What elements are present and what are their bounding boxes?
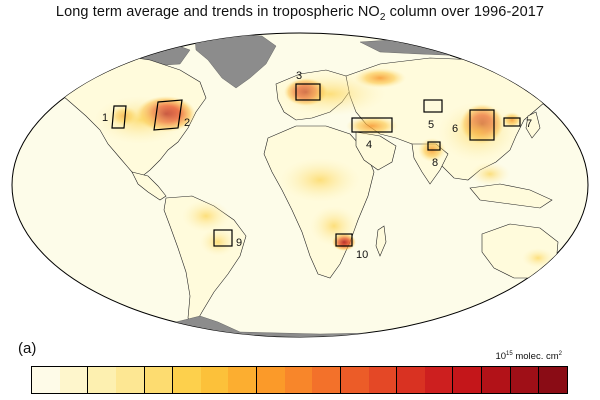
region-box-9 (213, 229, 233, 247)
colorbar (31, 366, 568, 394)
region-boxes (111, 83, 521, 247)
colorbar-segment (312, 367, 340, 393)
colorbar-segment (228, 367, 256, 393)
region-label-5: 5 (428, 119, 434, 131)
region-label-6: 6 (452, 123, 458, 135)
region-box-1 (111, 105, 127, 129)
title-prefix: Long term average and trends in troposph… (55, 4, 380, 20)
region-box-4 (351, 117, 393, 133)
region-label-10: 10 (356, 249, 368, 261)
colorbar-segment (509, 367, 539, 393)
hotspot-china-wide (438, 102, 518, 162)
region-labels: 1 2 3 4 5 6 7 8 9 10 (102, 70, 532, 261)
colorbar-segment (172, 367, 201, 393)
colorbar-segment (143, 367, 173, 393)
hotspot-central-africa (280, 158, 360, 202)
madagascar (375, 225, 387, 257)
region-box-7 (503, 117, 521, 127)
colorbar-segment (256, 367, 285, 393)
hotspot-north-america-wide (94, 96, 186, 144)
region-box-6 (469, 109, 495, 141)
region-label-1: 1 (102, 112, 108, 124)
colorbar-segment (32, 367, 60, 393)
colorbar-segment (115, 367, 144, 393)
colorbar-segment (396, 367, 425, 393)
colorbar-units: 1015 molec. cm2 (495, 351, 562, 362)
central-america (131, 171, 167, 201)
region-box-5 (423, 99, 443, 113)
greenland-ice (194, 33, 277, 89)
units-mid: molec. cm (512, 351, 559, 363)
world-map: 1 2 3 4 5 6 7 8 9 10 (0, 20, 600, 350)
region-label-7: 7 (526, 118, 532, 130)
colorbar-segment (481, 367, 510, 393)
region-box-8 (427, 141, 441, 151)
hotspot-middle-east (346, 116, 398, 136)
colorbar-segment (284, 367, 313, 393)
colorbar-segment (87, 367, 116, 393)
southeast-asia-islands (469, 183, 553, 209)
colorbar-segment (538, 367, 567, 393)
japan (525, 111, 541, 139)
colorbar-segment (200, 367, 229, 393)
region-box-10 (335, 233, 353, 247)
hotspot-southern-africa-wide (310, 206, 358, 246)
region-label-8: 8 (432, 157, 438, 169)
colorbar-segment (59, 367, 88, 393)
region-box-2 (153, 99, 183, 131)
region-label-3: 3 (296, 70, 302, 82)
hotspot-brazil (200, 228, 236, 256)
panel-label: (a) (18, 340, 37, 357)
hotspot-russia (354, 68, 406, 88)
hotspot-se-asia (470, 162, 510, 186)
region-label-9: 9 (236, 237, 242, 249)
title-suffix: column over 1996-2017 (385, 4, 545, 20)
hotspot-south-america-wide (182, 200, 230, 232)
region-label-4: 4 (366, 139, 372, 151)
region-box-3 (295, 83, 321, 101)
world-map-svg: 1 2 3 4 5 6 7 8 9 10 (11, 32, 589, 338)
hotspot-australia (522, 248, 554, 268)
region-label-2: 2 (184, 117, 190, 129)
units-prefix: 10 (495, 351, 507, 363)
units-exponent-2: 2 (558, 351, 562, 357)
colorbar-segment (368, 367, 397, 393)
arabia (355, 131, 397, 171)
title-subscript: 2 (379, 11, 386, 23)
units-exponent: 15 (506, 351, 513, 357)
figure-title: Long term average and trends in troposph… (0, 4, 600, 23)
colorbar-segment (339, 367, 369, 393)
colorbar-segment (452, 367, 481, 393)
land-layer (12, 33, 588, 337)
colorbar-segment (424, 367, 453, 393)
hotspot-korea-japan (502, 112, 522, 128)
new-zealand (573, 271, 585, 291)
